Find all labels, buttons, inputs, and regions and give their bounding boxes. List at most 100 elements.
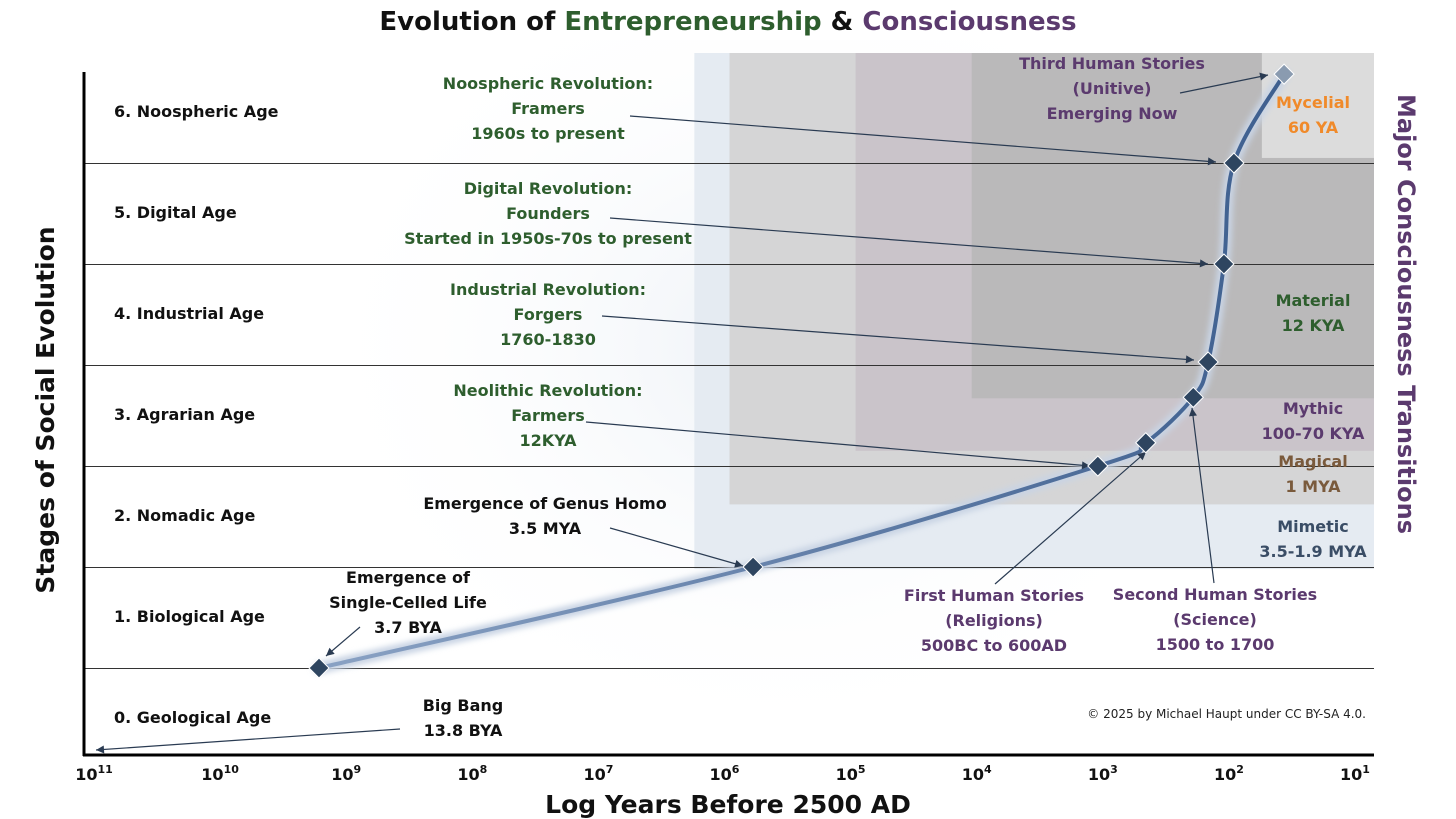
annotation-bigbang-line-0: Big Bang [423, 696, 504, 715]
annotation-industrial-line-2: 1760-1830 [500, 330, 596, 349]
annotation-arrows [95, 72, 1269, 754]
band-range-mythic: 100-70 KYA [1262, 424, 1365, 443]
band-range-magical: 1 MYA [1285, 477, 1341, 496]
stage-markers [308, 63, 1295, 679]
stage-label-4: 4. Industrial Age [114, 304, 264, 323]
title-part-4: Consciousness [862, 7, 1076, 37]
annotation-arrowhead-9 [1259, 72, 1268, 81]
stage-label-2: 2. Nomadic Age [114, 506, 255, 525]
band-label-magical: Magical [1278, 452, 1347, 471]
stage-marker-2 [1087, 455, 1109, 477]
copyright-notice: © 2025 by Michael Haupt under CC BY-SA 4… [1087, 707, 1366, 721]
stage-marker-0 [308, 657, 330, 679]
x-tick-8: 108 [457, 763, 487, 784]
annotation-arrow-8 [1191, 407, 1215, 584]
stage-label-3: 3. Agrarian Age [114, 405, 255, 424]
stage-marker-3 [1135, 432, 1157, 454]
annotation-homo-line-1: 3.5 MYA [509, 519, 582, 538]
x-tick-base: 10 [75, 765, 97, 784]
annotation-arrowhead-0 [96, 745, 105, 754]
annotation-arrowhead-3 [1081, 461, 1090, 470]
annotation-neolithic-line-2: 12KYA [519, 431, 577, 450]
stage-labels: 0. Geological Age 1. Biological Age 2. Nom… [114, 102, 279, 727]
band-range-mycelial: 60 YA [1288, 118, 1339, 137]
title-part-3: & [822, 7, 863, 37]
x-tick-base: 10 [583, 765, 605, 784]
annotation-arrow-0 [95, 728, 401, 751]
x-tick-exp: 10 [224, 763, 240, 776]
annotation-arrowhead-1 [326, 647, 335, 656]
x-tick-base: 10 [1340, 765, 1362, 784]
annotation-arrow-2 [609, 527, 744, 567]
x-tick-exp: 9 [354, 763, 362, 776]
x-tick-exp: 5 [858, 763, 866, 776]
band-label-material: Material [1276, 291, 1351, 310]
x-tick-base: 10 [962, 765, 984, 784]
x-tick-base: 10 [201, 765, 223, 784]
x-tick-7: 107 [583, 763, 613, 784]
x-tick-9: 109 [331, 763, 361, 784]
x-tick-2: 102 [1214, 763, 1244, 784]
annotation-first-line-1: (Religions) [945, 611, 1043, 630]
annotation-third-line-0: Third Human Stories [1019, 54, 1205, 73]
x-tick-base: 10 [710, 765, 732, 784]
x-tick-5: 105 [836, 763, 866, 784]
stage-label-1: 1. Biological Age [114, 607, 265, 626]
annotation-arrowhead-5 [1199, 259, 1208, 268]
title-part-2: Entrepreneurship [564, 7, 821, 37]
consciousness-bands [694, 53, 1374, 570]
x-tick-3: 103 [1088, 763, 1118, 784]
x-tick-1: 101 [1340, 763, 1370, 784]
annotation-cells-line-2: 3.7 BYA [374, 618, 442, 637]
band-label-mycelial: Mycelial [1276, 93, 1350, 112]
annotation-cells-line-1: Single-Celled Life [329, 593, 487, 612]
annotation-bigbang-line-1: 13.8 BYA [424, 721, 503, 740]
annotation-digital-line-1: Founders [506, 204, 590, 223]
annotation-noospheric-line-1: Framers [511, 99, 585, 118]
annotation-noospheric-line-0: Noospheric Revolution: [443, 74, 653, 93]
x-tick-11: 1011 [75, 763, 113, 784]
annotation-arrowhead-6 [1207, 157, 1216, 166]
x-tick-exp: 4 [984, 763, 992, 776]
x-tick-exp: 8 [480, 763, 488, 776]
y-axis-label: Stages of Social Evolution [31, 226, 60, 593]
chart-title: Evolution of Entrepreneurship & Consciou… [379, 7, 1076, 37]
annotation-third-line-1: (Unitive) [1073, 79, 1152, 98]
stage-label-5: 5. Digital Age [114, 203, 237, 222]
x-tick-10: 1010 [201, 763, 239, 784]
axes [82, 72, 1374, 757]
annotation-second-line-1: (Science) [1173, 610, 1257, 629]
annotation-arrowhead-2 [734, 559, 743, 568]
x-tick-exp: 6 [732, 763, 740, 776]
annotation-industrial-line-0: Industrial Revolution: [450, 280, 646, 299]
annotation-third-line-2: Emerging Now [1047, 104, 1178, 123]
annotation-arrow-5 [609, 217, 1209, 265]
x-tick-6: 106 [710, 763, 740, 784]
annotation-arrowhead-7 [1137, 452, 1146, 461]
band-range-mimetic: 3.5-1.9 MYA [1259, 542, 1367, 561]
emerging-marker [1273, 63, 1295, 85]
annotation-arrow-3 [585, 421, 1091, 467]
annotations: Big Bang 13.8 BYA Emergence of Single-Celle… [329, 54, 1317, 740]
x-tick-exp: 1 [1362, 763, 1370, 776]
x-tick-exp: 11 [97, 763, 112, 776]
annotation-second-line-0: Second Human Stories [1113, 585, 1317, 604]
annotation-cells-line-0: Emergence of [346, 568, 471, 587]
x-tick-base: 10 [331, 765, 353, 784]
annotation-neolithic-line-1: Farmers [511, 406, 585, 425]
band-labels: Mimetic 3.5-1.9 MYA Magical 1 MYA Mythic 100-… [1259, 93, 1367, 561]
x-tick-base: 10 [1088, 765, 1110, 784]
stage-marker-6 [1213, 253, 1235, 275]
annotation-digital-line-0: Digital Revolution: [464, 179, 633, 198]
annotation-first-line-0: First Human Stories [904, 586, 1084, 605]
annotation-arrow-4 [601, 315, 1195, 361]
stage-marker-5 [1197, 351, 1219, 373]
stage-dividers [84, 163, 1374, 669]
x-tick-labels: 1011 1010 109 108 107 106 105 104 103 102 101 [75, 763, 1370, 784]
annotation-first-line-2: 500BC to 600AD [921, 636, 1067, 655]
annotation-arrow-9 [1179, 74, 1269, 94]
x-tick-exp: 3 [1110, 763, 1118, 776]
x-tick-exp: 7 [606, 763, 614, 776]
annotation-arrow-7 [994, 451, 1147, 585]
